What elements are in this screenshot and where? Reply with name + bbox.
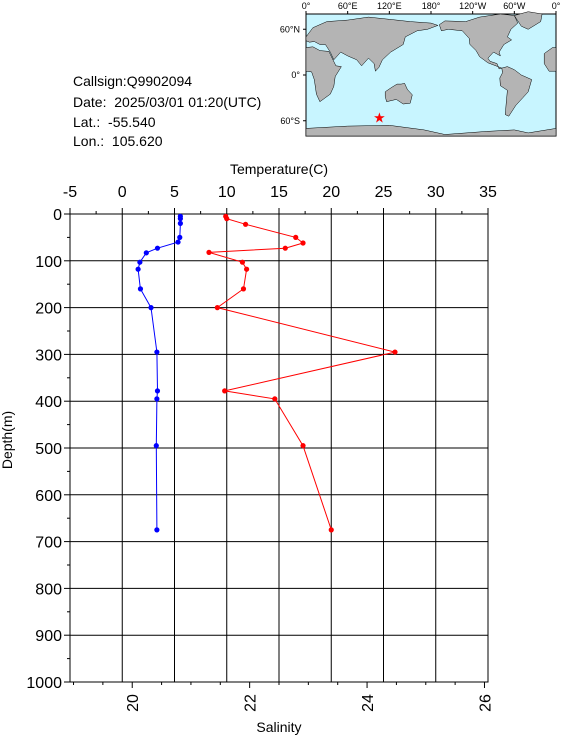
depth-tick-label: 400 xyxy=(35,394,62,411)
temperature-tick-label: -5 xyxy=(63,184,77,201)
temperature-axis-label: Temperature(C) xyxy=(230,161,328,177)
temperature-data-point xyxy=(272,396,278,402)
depth-tick-label: 1000 xyxy=(26,675,62,692)
depth-tick-label: 0 xyxy=(53,207,62,224)
salinity-data-point xyxy=(177,234,183,240)
date-line: Date: 2025/03/01 01:20(UTC) xyxy=(73,94,261,110)
map-australia xyxy=(384,83,413,105)
salinity-data-point xyxy=(135,266,141,272)
map-greenland xyxy=(513,11,543,30)
temperature-profile-line xyxy=(208,216,396,531)
depth-axis-label: Depth(m) xyxy=(0,411,15,469)
temperature-data-point xyxy=(214,305,220,311)
temperature-data-point xyxy=(206,249,212,255)
salinity-tick-label: 24 xyxy=(360,694,377,712)
map-south-america xyxy=(499,66,533,117)
temperature-tick-label: 0 xyxy=(118,184,127,201)
temperature-tick-label: 15 xyxy=(270,184,288,201)
map-land xyxy=(305,11,557,137)
salinity-data-point xyxy=(154,349,160,355)
temperature-tick-label: 25 xyxy=(375,184,393,201)
map-ticks: 0° 60°E 120°E 180° 120°W 60°W 0° 60°N 0° 60°S xyxy=(280,1,561,126)
callsign-label: Callsign: xyxy=(73,73,127,89)
lon-label: Lon.: xyxy=(73,133,105,149)
lat-value: -55.540 xyxy=(108,114,156,130)
map-lon-label: 180° xyxy=(422,1,441,11)
depth-tick-label: 600 xyxy=(35,488,62,505)
temperature-data-point xyxy=(328,527,334,533)
salinity-tick-label: 22 xyxy=(243,694,260,712)
map-antarctica xyxy=(305,125,557,137)
lat-line: Lat.: -55.540 xyxy=(73,114,156,130)
temperature-data-point xyxy=(293,234,299,240)
salinity-profile-line xyxy=(137,216,181,530)
map-lon-label: 60°E xyxy=(338,1,358,11)
temperature-data-point xyxy=(244,266,250,272)
map-africa-west xyxy=(543,47,557,72)
callsign-value: Q9902094 xyxy=(126,73,193,89)
temperature-tick-label: 20 xyxy=(322,184,340,201)
date-value: 2025/03/01 01:20(UTC) xyxy=(114,94,262,110)
salinity-tick-label: 20 xyxy=(125,694,142,712)
salinity-data-point xyxy=(154,527,160,533)
temperature-data-point xyxy=(242,221,249,227)
depth-tick-label: 700 xyxy=(35,535,62,552)
depth-tick-label: 900 xyxy=(35,628,62,645)
temperature-data-point xyxy=(240,286,247,292)
depth-tick-label: 200 xyxy=(35,301,62,318)
map-africa xyxy=(305,46,342,103)
depth-tick-label: 300 xyxy=(35,347,62,364)
map-lat-label: 0° xyxy=(291,70,300,80)
lon-value: 105.620 xyxy=(111,133,163,149)
salinity-data-point xyxy=(137,286,144,292)
temperature-data-point xyxy=(392,349,398,355)
temperature-data-point xyxy=(300,443,306,449)
depth-tick-label: 800 xyxy=(35,581,62,598)
temperature-data-point xyxy=(224,216,230,222)
map-lon-label: 120°E xyxy=(377,1,402,11)
salinity-data-point xyxy=(148,305,154,311)
temperature-tick-label: 30 xyxy=(427,184,445,201)
temperature-data-point xyxy=(222,388,228,394)
depth-tick-label: 100 xyxy=(35,254,62,271)
float-location-star-icon: ★ xyxy=(373,109,386,125)
salinity-data-point xyxy=(153,443,159,449)
callsign-line: Callsign:Q9902094 xyxy=(73,73,192,89)
salinity-data-point xyxy=(154,388,161,394)
temperature-tick-label: 10 xyxy=(218,184,236,201)
map-north-america xyxy=(439,13,519,70)
date-label: Date: xyxy=(73,94,107,110)
salinity-data-point xyxy=(137,259,143,265)
map-lat-label: 60°N xyxy=(280,24,300,34)
map-lon-label: 0° xyxy=(552,1,561,11)
salinity-data-point xyxy=(177,220,183,226)
salinity-data-point xyxy=(154,245,161,251)
map-lat-label: 60°S xyxy=(280,116,300,126)
temperature-data-point xyxy=(239,259,246,265)
lat-label: Lat.: xyxy=(73,114,101,130)
temperature-tick-label: 5 xyxy=(170,184,179,201)
map-eurasia xyxy=(305,16,439,72)
map-lon-label: 60°W xyxy=(503,1,526,11)
salinity-axis-label: Salinity xyxy=(256,719,301,735)
salinity-data-point xyxy=(154,396,160,402)
temperature-data-point xyxy=(282,245,288,251)
depth-tick-label: 500 xyxy=(35,441,62,458)
salinity-data-point xyxy=(143,250,149,256)
salinity-data-point xyxy=(177,216,183,222)
salinity-tick-label: 26 xyxy=(477,694,494,712)
chart-series xyxy=(135,213,398,533)
temperature-tick-label: 35 xyxy=(479,184,497,201)
salinity-data-point xyxy=(175,239,181,245)
lon-line: Lon.: 105.620 xyxy=(73,133,163,149)
chart-grid xyxy=(69,213,489,683)
temperature-data-point xyxy=(300,240,306,246)
map-lon-label: 0° xyxy=(302,1,311,11)
map-lon-label: 120°W xyxy=(459,1,487,11)
location-map: 0° 60°E 120°E 180° 120°W 60°W 0° 60°N 0° 60°S ★ xyxy=(280,1,561,137)
